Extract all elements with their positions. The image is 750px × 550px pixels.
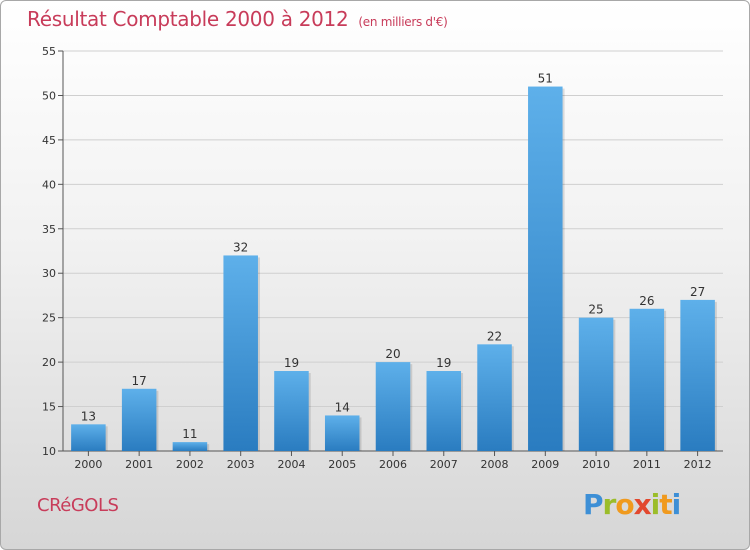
logo-letter: r <box>602 488 617 521</box>
bar-value-label: 11 <box>182 427 197 441</box>
logo-letter: o <box>615 488 634 521</box>
bar <box>629 308 665 451</box>
bar <box>528 86 563 452</box>
bar-value-label: 13 <box>81 409 96 423</box>
bar <box>578 317 614 451</box>
x-tick-label: 2009 <box>531 458 559 471</box>
x-tick-label: 2003 <box>227 458 255 471</box>
bar <box>172 442 208 451</box>
bar <box>121 388 157 451</box>
bar-value-label: 27 <box>690 285 705 299</box>
bar-value-label: 20 <box>385 347 400 361</box>
logo-letter: t <box>659 488 672 521</box>
proxiti-logo: Proxiti <box>583 488 682 521</box>
bar <box>324 415 360 451</box>
bar <box>477 344 512 451</box>
bar <box>375 362 411 451</box>
bar-value-label: 19 <box>436 356 451 370</box>
logo-letter: x <box>633 488 652 521</box>
y-tick-label: 35 <box>42 223 56 236</box>
logo-letter: i <box>671 488 682 521</box>
bar-value-label: 26 <box>639 294 654 308</box>
bar-value-label: 17 <box>132 374 147 388</box>
bar <box>680 299 715 451</box>
x-tick-label: 2010 <box>582 458 610 471</box>
x-tick-label: 2002 <box>176 458 204 471</box>
x-tick-label: 2011 <box>633 458 661 471</box>
labels: 10 15 20 25 30 35 40 45 50 55 13 2000 17 2001 11 2002 32… <box>42 45 712 471</box>
x-tick-label: 2006 <box>379 458 407 471</box>
bar-value-label: 22 <box>487 329 502 343</box>
bar-value-label: 32 <box>233 240 248 254</box>
x-tick-label: 2007 <box>430 458 458 471</box>
y-tick-label: 20 <box>42 356 56 369</box>
bar-value-label: 14 <box>335 400 350 414</box>
bars <box>71 86 717 452</box>
x-tick-label: 2001 <box>125 458 153 471</box>
x-tick-label: 2005 <box>328 458 356 471</box>
bar <box>71 424 106 451</box>
y-tick-label: 15 <box>42 401 56 414</box>
logo-letter: P <box>583 488 604 521</box>
y-tick-label: 40 <box>42 178 56 191</box>
y-tick-label: 55 <box>42 45 56 58</box>
bar <box>223 255 258 451</box>
x-tick-label: 2000 <box>74 458 102 471</box>
chart-subtitle: (en milliers d'€) <box>358 15 448 29</box>
y-tick-label: 25 <box>42 312 56 325</box>
bar <box>274 371 309 451</box>
bar-value-label: 25 <box>588 303 603 317</box>
logo-letter: i <box>650 488 661 521</box>
x-tick-label: 2004 <box>277 458 305 471</box>
chart-title: Résultat Comptable 2000 à 2012 <box>27 7 349 31</box>
y-tick-label: 10 <box>42 445 56 458</box>
bar-value-label: 19 <box>284 356 299 370</box>
y-tick-label: 30 <box>42 267 56 280</box>
y-tick-label: 45 <box>42 134 56 147</box>
x-tick-label: 2012 <box>684 458 712 471</box>
bar <box>426 371 462 451</box>
chart-title-block: Résultat Comptable 2000 à 2012 (en millie… <box>27 7 448 31</box>
y-tick-label: 50 <box>42 89 56 102</box>
x-tick-label: 2008 <box>481 458 509 471</box>
commune-name: CRéGOLS <box>37 495 119 516</box>
bar-value-label: 51 <box>538 72 553 86</box>
